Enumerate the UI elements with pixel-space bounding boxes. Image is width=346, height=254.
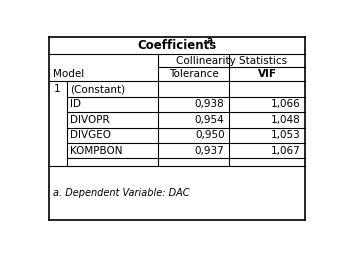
Text: 1,067: 1,067 <box>271 146 301 156</box>
Text: 1,053: 1,053 <box>271 130 301 140</box>
Text: 0,950: 0,950 <box>195 130 225 140</box>
Text: Model: Model <box>53 69 84 79</box>
Text: (Constant): (Constant) <box>70 84 126 94</box>
Text: 0,937: 0,937 <box>195 146 225 156</box>
Text: Tolerance: Tolerance <box>169 69 218 79</box>
Text: Collinearity Statistics: Collinearity Statistics <box>176 56 287 66</box>
Text: DIVOPR: DIVOPR <box>70 115 110 125</box>
Text: Coefficients: Coefficients <box>138 39 217 52</box>
Text: 0,938: 0,938 <box>195 99 225 109</box>
Text: 1: 1 <box>53 84 60 94</box>
Text: a: a <box>207 36 213 45</box>
Text: a. Dependent Variable: DAC: a. Dependent Variable: DAC <box>53 188 189 198</box>
Text: VIF: VIF <box>258 69 277 79</box>
Text: ID: ID <box>70 99 81 109</box>
Text: DIVGEO: DIVGEO <box>70 130 111 140</box>
Text: 1,066: 1,066 <box>271 99 301 109</box>
Text: 0,954: 0,954 <box>195 115 225 125</box>
Text: 1,048: 1,048 <box>271 115 301 125</box>
Text: KOMPBON: KOMPBON <box>70 146 123 156</box>
